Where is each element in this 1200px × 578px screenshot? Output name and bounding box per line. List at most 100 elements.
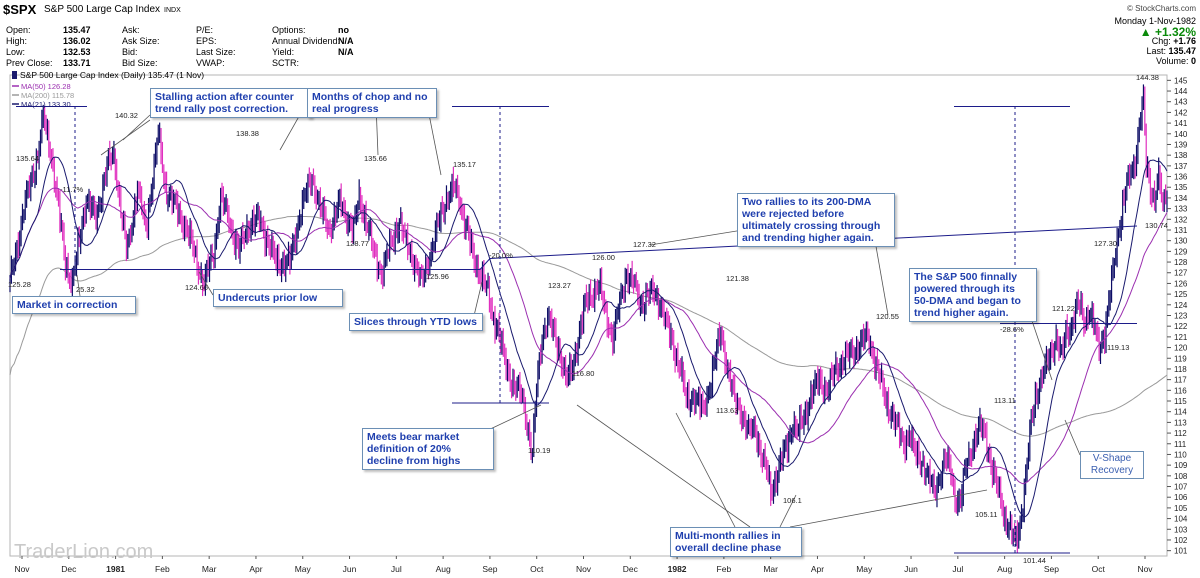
annotation-pointer-13 — [576, 404, 751, 528]
x-tick-label: 1982 — [668, 564, 687, 574]
quote-date: Monday 1-Nov-1982 — [1114, 16, 1196, 26]
ma50-line — [9, 187, 1168, 485]
y-tick-label: 137 — [1174, 162, 1188, 171]
annotation-correction: Market in correction — [12, 296, 136, 314]
y-axis: 1011021031041051061071081091101111121131… — [1167, 76, 1188, 556]
y-tick-label: 125 — [1174, 290, 1188, 299]
price-label: 127.32 — [633, 240, 656, 249]
quote-header: $SPX S&P 500 Large Cap Index INDX © Stock… — [0, 0, 1200, 68]
right-field-value-0: +1.76 — [1173, 36, 1196, 46]
y-tick-label: 115 — [1174, 397, 1187, 406]
price-label: 124.66 — [185, 283, 208, 292]
annotation-pointer-15 — [779, 494, 797, 528]
annotation-bear: Meets bear market definition of 20% decl… — [362, 428, 494, 470]
y-tick-label: 117 — [1174, 376, 1187, 385]
x-tick-label: Jul — [391, 564, 402, 574]
y-tick-label: 118 — [1174, 365, 1187, 374]
legend-item: MA(200) 115.78 — [21, 91, 74, 100]
x-tick-label: Feb — [717, 564, 732, 574]
y-tick-label: 122 — [1174, 322, 1188, 331]
annotation-pointer-16 — [789, 489, 988, 528]
x-tick-label: Mar — [763, 564, 778, 574]
legend-price-swatch — [12, 71, 17, 79]
support-line-extension — [479, 258, 491, 270]
y-tick-label: 112 — [1174, 429, 1187, 438]
annotation-undercut: Undercuts prior low — [213, 289, 343, 307]
y-tick-label: 106 — [1174, 493, 1188, 502]
price-label: -28.6% — [1000, 325, 1024, 334]
field-value-3: 133.71 — [63, 58, 91, 68]
y-tick-label: 130 — [1174, 237, 1188, 246]
price-label: 116.80 — [572, 369, 594, 378]
x-tick-label: Aug — [997, 564, 1012, 574]
field4-label-0: Options: — [272, 25, 306, 35]
annotation-pointer-7 — [76, 274, 81, 297]
y-tick-label: 128 — [1174, 258, 1188, 267]
x-tick-label: Apr — [811, 564, 824, 574]
x-tick-label: Nov — [14, 564, 30, 574]
annotation-pointer-14 — [675, 412, 736, 528]
field2-label-3: Bid Size: — [122, 58, 158, 68]
price-label: 121.38 — [726, 274, 749, 283]
price-label: 144.38 — [1136, 73, 1159, 82]
x-tick-label: Nov — [1137, 564, 1153, 574]
stockcharts-watermark: © StockCharts.com — [1126, 4, 1196, 13]
y-tick-label: 133 — [1174, 205, 1188, 214]
y-tick-label: 113 — [1174, 418, 1187, 427]
x-tick-label: Sep — [482, 564, 497, 574]
price-label: 130.74 — [1145, 221, 1168, 230]
symbol-name: S&P 500 Large Cap Index INDX — [44, 4, 181, 15]
y-tick-label: 143 — [1174, 98, 1188, 107]
right-field-label-0: Chg: — [1151, 36, 1174, 46]
annotation-vshape: V-Shape Recovery — [1080, 451, 1144, 479]
x-tick-label: Sep — [1044, 564, 1059, 574]
y-tick-label: 110 — [1174, 450, 1187, 459]
price-label: 110.19 — [528, 446, 550, 455]
index-name: S&P 500 Large Cap Index — [44, 4, 161, 15]
y-tick-label: 127 — [1174, 269, 1188, 278]
field3-label-2: Last Size: — [196, 47, 236, 57]
y-tick-label: 111 — [1174, 440, 1187, 449]
legend-item: MA(21) 133.30 — [21, 100, 71, 109]
annotation-pointer-12 — [1064, 419, 1081, 456]
x-axis: Nov Dec 1981 Feb Mar Apr May Jun Jul Aug Sep Oct Nov… — [14, 556, 1153, 574]
x-tick-label: 1981 — [106, 564, 125, 574]
y-tick-label: 132 — [1174, 215, 1188, 224]
traderlion-watermark: TraderLion.com — [14, 541, 154, 563]
y-tick-label: 140 — [1174, 130, 1188, 139]
price-label: 125.28 — [8, 280, 31, 289]
y-tick-label: 107 — [1174, 483, 1188, 492]
y-tick-label: 126 — [1174, 279, 1188, 288]
right-field-1: Last: 135.47 — [1146, 46, 1196, 56]
ma50-path — [9, 187, 1168, 485]
y-tick-label: 105 — [1174, 504, 1188, 513]
x-tick-label: Jun — [904, 564, 918, 574]
price-label: 140.32 — [115, 111, 138, 120]
y-tick-label: 120 — [1174, 344, 1188, 353]
field-label-1: High: — [6, 36, 28, 46]
right-field-0: Chg: +1.76 — [1152, 36, 1196, 46]
annotation-chop: Months of chop and no real progress — [307, 88, 437, 118]
annotation-slices: Slices through YTD lows — [349, 313, 483, 331]
price-label: -11.7% — [60, 185, 84, 194]
y-tick-label: 144 — [1174, 87, 1188, 96]
y-tick-label: 116 — [1174, 386, 1187, 395]
right-field-label-2: Volume: — [1155, 56, 1191, 66]
annotation-multimonth: Multi-month rallies in overall decline p… — [670, 527, 802, 557]
right-field-value-2: 0 — [1190, 56, 1196, 66]
y-tick-label: 139 — [1174, 140, 1188, 149]
y-tick-label: 142 — [1174, 108, 1188, 117]
chart-background — [0, 66, 1200, 578]
price-label: 119.13 — [1107, 343, 1129, 352]
field4-label-1: Annual Dividend: — [272, 36, 341, 46]
field4-value-0: no — [338, 25, 349, 35]
x-tick-label: Feb — [155, 564, 170, 574]
y-tick-label: 129 — [1174, 247, 1188, 256]
annotation-pointer-8 — [198, 271, 214, 296]
y-tick-label: 119 — [1174, 354, 1187, 363]
field4-label-3: SCTR: — [272, 58, 299, 68]
price-label: 126.00 — [592, 253, 615, 262]
price-label: 123.27 — [548, 281, 571, 290]
price-label: 120.55 — [876, 312, 899, 321]
price-label: -20.0% — [489, 251, 513, 260]
